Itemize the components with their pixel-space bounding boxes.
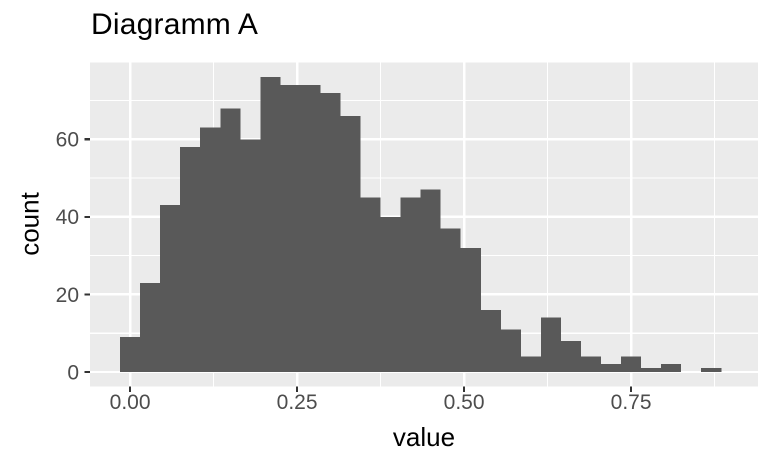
histogram-bar	[380, 216, 401, 373]
histogram-bar	[500, 329, 521, 373]
histogram-bar	[420, 189, 441, 373]
histogram-bar	[460, 247, 481, 373]
histogram-bar	[360, 197, 381, 373]
histogram-bar	[540, 317, 561, 373]
x-tick-label: 0.50	[444, 391, 485, 414]
histogram-bar	[400, 197, 421, 373]
histogram-bar	[240, 139, 261, 373]
histogram-bar	[440, 228, 461, 373]
x-tick-label: 0.75	[611, 391, 652, 414]
histogram-bar	[601, 364, 622, 373]
histogram-bar	[340, 116, 361, 373]
y-tick-label: 20	[56, 284, 79, 307]
histogram-bar	[220, 108, 241, 373]
histogram-bar	[120, 337, 141, 373]
histogram-bar	[580, 356, 602, 373]
histogram-bar	[701, 368, 722, 373]
histogram-bar	[280, 84, 301, 373]
histogram-bar	[480, 309, 501, 373]
histogram-bar	[641, 368, 662, 373]
histogram-bar	[560, 340, 581, 373]
x-tick-label: 0.25	[277, 391, 318, 414]
y-axis-title: count	[14, 192, 45, 256]
histogram-bar	[520, 356, 541, 373]
histogram-bar	[180, 147, 201, 373]
histogram-bar	[160, 205, 181, 373]
histogram-bar	[140, 282, 161, 373]
histogram-bar	[621, 356, 642, 373]
histogram-bar	[300, 84, 321, 373]
x-axis-title: value	[392, 422, 456, 452]
x-tick-label: 0.00	[110, 391, 151, 414]
histogram-bar	[260, 77, 281, 373]
chart-title: Diagramm A	[91, 8, 259, 41]
y-tick-label: 60	[56, 129, 79, 152]
y-tick-label: 0	[67, 361, 79, 384]
histogram-bar	[661, 364, 682, 373]
histogram-bar	[320, 92, 341, 373]
histogram-bar	[200, 127, 221, 373]
y-tick-label: 40	[56, 206, 79, 229]
